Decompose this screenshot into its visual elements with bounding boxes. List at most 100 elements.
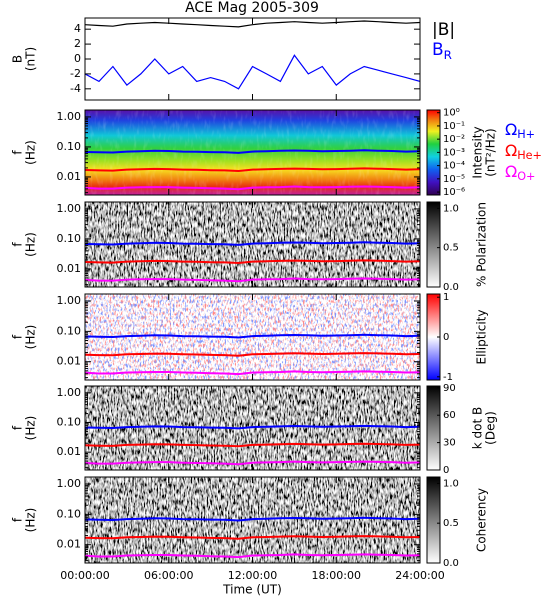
y-axis-label: (Hz): [24, 140, 38, 165]
y-tick-label: 1.00: [57, 110, 82, 123]
colorbar-tick-label: -1: [443, 372, 453, 383]
plot-area: [85, 20, 420, 90]
series-line: [85, 333, 420, 339]
legend-name: Ω: [505, 141, 517, 160]
y-tick-label: 0.01: [57, 262, 82, 275]
plot-frame: [84, 109, 421, 196]
colorbar-tick-label: 60: [443, 410, 456, 421]
colorbar-label: (Deg): [484, 411, 498, 445]
colorbar-label: Coherency: [475, 488, 489, 552]
y-axis-label: f: [11, 517, 25, 522]
series-line: [85, 370, 420, 376]
series-line: [85, 535, 420, 540]
plot-frame: [84, 385, 421, 471]
y-axis-label: (Hz): [24, 325, 38, 350]
plot-frame: [84, 17, 421, 101]
plot-area: [85, 477, 420, 563]
y-tick-label: 1.00: [57, 477, 82, 490]
series-line: [85, 516, 420, 522]
colorbar: [426, 385, 441, 471]
series-line: [85, 259, 420, 265]
colorbar-tick-label: 0.0: [443, 282, 459, 293]
y-tick-label: 0: [74, 52, 81, 65]
plot-area: [85, 294, 420, 380]
colorbar-tick-label: 90: [443, 383, 456, 394]
colorbar-tick-label: 10⁻⁶: [443, 187, 465, 198]
x-tick-label: 12:00:00: [228, 569, 277, 582]
series-line: [85, 20, 420, 28]
colorbar-tick-label: 1.0: [443, 478, 459, 489]
colorbar: [426, 476, 441, 564]
series-line: [85, 352, 420, 357]
legend-name: Ω: [505, 120, 517, 139]
plot-area: [85, 202, 420, 287]
colorbar-label: Ellipticity: [475, 310, 489, 365]
plot-frame: [84, 293, 421, 381]
y-axis-label: (Hz): [24, 508, 38, 533]
colorbar-label: Intensity: [471, 126, 485, 178]
colorbar-tick-label: 0.0: [443, 558, 459, 569]
y-tick-label: 4: [74, 22, 81, 35]
legend-subscript: R: [444, 48, 452, 62]
series-line: [85, 54, 420, 90]
y-tick-label: 0.10: [57, 415, 82, 428]
y-axis-label: f: [11, 425, 25, 430]
colorbar-tick-label: 0.5: [443, 243, 459, 254]
colorbar-label: % Polarization: [475, 202, 489, 287]
legend-subscript: He+: [517, 149, 542, 162]
y-tick-label: -4: [70, 82, 81, 95]
legend-label: BR: [432, 40, 452, 62]
y-axis-label: (nT): [24, 47, 38, 71]
series-line: [85, 553, 420, 559]
y-axis-label: f: [11, 334, 25, 339]
series-line: [85, 167, 420, 173]
legend-name: Ω: [505, 162, 517, 181]
legend-label: ΩH+: [505, 120, 535, 142]
colorbar-tick-label: 10⁻⁵: [443, 174, 465, 185]
colorbar-tick-label: 10⁻²: [443, 134, 465, 145]
colorbar-label: k dot B: [471, 407, 485, 449]
y-tick-label: 0.10: [57, 140, 82, 153]
series-line: [85, 277, 420, 283]
y-tick-label: 2: [74, 37, 81, 50]
colorbar-tick-label: 10⁻³: [443, 147, 465, 158]
colorbar-label: (nT²/Hz): [484, 128, 498, 176]
colorbar-tick-label: 1.0: [443, 203, 459, 214]
colorbar-tick-label: 30: [443, 438, 456, 449]
colorbar-tick-label: 0: [443, 465, 449, 476]
colorbar-tick-label: 10⁻⁴: [443, 161, 465, 172]
series-line: [85, 185, 420, 191]
y-tick-label: 0.01: [57, 170, 82, 183]
plot-area: [85, 386, 420, 470]
legend-name: |B|: [432, 20, 455, 40]
series-line: [85, 149, 420, 154]
y-tick-label: 0.10: [57, 232, 82, 245]
legend-subscript: O+: [517, 170, 535, 183]
series-line: [85, 241, 420, 246]
colorbar-tick-label: 1: [443, 292, 449, 303]
series-line: [85, 424, 420, 430]
plot-frame: [84, 201, 421, 288]
plot-area: [85, 110, 420, 195]
series-line: [85, 442, 420, 448]
colorbar-tick-label: 10⁰: [443, 108, 460, 119]
x-tick-label: 00:00:00: [60, 569, 109, 582]
y-tick-label: -2: [70, 67, 81, 80]
plot-frame: [84, 476, 421, 564]
y-tick-label: 0.10: [57, 507, 82, 520]
y-tick-label: 0.01: [57, 355, 82, 368]
legend-subscript: H+: [517, 128, 535, 141]
x-tick-label: 06:00:00: [144, 569, 193, 582]
legend-label: ΩO+: [505, 162, 535, 184]
colorbar: [426, 201, 441, 288]
colorbar-tick-label: 0.5: [443, 518, 459, 529]
y-axis-label: B: [11, 55, 25, 63]
y-tick-label: 0.10: [57, 324, 82, 337]
colorbar-tick-label: 0: [443, 332, 449, 343]
colorbar-tick-label: 10⁻¹: [443, 121, 465, 132]
series-line: [85, 460, 420, 466]
y-tick-label: 0.01: [57, 445, 82, 458]
legend-label: ΩHe+: [505, 141, 542, 163]
